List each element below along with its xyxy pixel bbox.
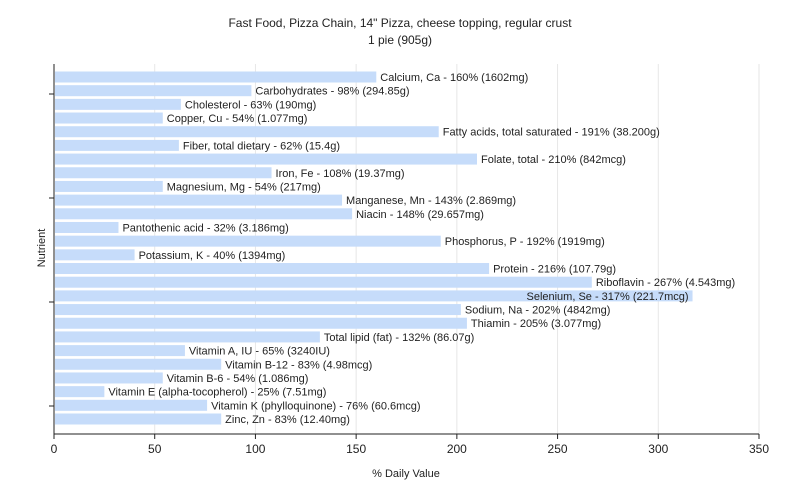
bar-label: Fatty acids, total saturated - 191% (38.… [443,127,660,139]
bar-label: Vitamin B-12 - 83% (4.98mcg) [225,359,372,371]
bar [55,345,185,357]
bar-label: Fiber, total dietary - 62% (15.4g) [183,140,340,152]
bar-label: Total lipid (fat) - 132% (86.07g) [324,332,474,344]
bar [55,399,208,411]
bar [55,290,693,302]
bar [55,167,272,179]
bar-label: Selenium, Se - 317% (221.7mcg) [526,291,688,303]
bar [55,372,163,384]
bar-label: Carbohydrates - 98% (294.85g) [255,86,409,98]
bar-label: Zinc, Zn - 83% (12.40mg) [225,414,350,426]
bar-label: Protein - 216% (107.79g) [493,264,616,276]
x-tick-label: 250 [548,442,568,456]
bar [55,331,320,343]
chart-title: Fast Food, Pizza Chain, 14" Pizza, chees… [228,16,572,30]
bar [55,317,467,329]
bar [55,263,490,275]
bar [55,85,252,97]
bar [55,249,135,261]
bar-label: Vitamin E (alpha-tocopherol) - 25% (7.51… [108,387,326,399]
bar [55,139,179,151]
bar [55,304,461,316]
y-axis-label: Nutrient [36,229,48,268]
x-ticks-group: 0 50 100 150 200 250 300 350 [51,434,769,456]
bar [55,71,377,83]
bar-label: Folate, total - 210% (842mcg) [481,154,626,166]
x-tick-label: 200 [447,442,467,456]
chart-subtitle: 1 pie (905g) [368,33,432,47]
bar [55,235,441,247]
bar-label: Copper, Cu - 54% (1.077mg) [167,113,308,125]
bar-label: Riboflavin - 267% (4.543mg) [596,277,735,289]
bar [55,180,163,192]
bar [55,112,163,124]
bar-label: Pantothenic acid - 32% (3.186mg) [122,222,288,234]
bar [55,153,477,165]
bar-label: Magnesium, Mg - 54% (217mg) [167,181,321,193]
bar-label: Vitamin A, IU - 65% (3240IU) [189,346,330,358]
bar [55,386,105,398]
x-axis-label: % Daily Value [372,468,440,480]
x-tick-label: 300 [648,442,668,456]
bar-label: Niacin - 148% (29.657mg) [356,209,484,221]
bar [55,413,222,425]
x-tick-label: 350 [749,442,769,456]
x-tick-label: 150 [346,442,366,456]
axes-group [49,64,759,435]
bar-label: Sodium, Na - 202% (4842mg) [465,305,611,317]
x-tick-label: 50 [148,442,162,456]
bar [55,276,592,288]
x-tick-label: 100 [245,442,265,456]
bar-label: Calcium, Ca - 160% (1602mg) [380,72,528,84]
bar-label: Cholesterol - 63% (190mg) [185,99,316,111]
bar [55,358,222,370]
bars-group: Calcium, Ca - 160% (1602mg) Carbohydrates… [55,71,735,426]
bar [55,194,343,206]
bar-label: Vitamin B-6 - 54% (1.086mg) [167,373,309,385]
bar-label: Iron, Fe - 108% (19.37mg) [276,168,405,180]
bar [55,221,119,233]
x-tick-label: 0 [51,442,58,456]
grid-lines [154,64,760,434]
bar [55,126,439,138]
bar-label: Manganese, Mn - 143% (2.869mg) [346,195,516,207]
bar-label: Potassium, K - 40% (1394mg) [139,250,286,262]
bar [55,98,181,110]
bar [55,208,353,220]
bar-label: Phosphorus, P - 192% (1919mg) [445,236,605,248]
bar-label: Vitamin K (phylloquinone) - 76% (60.6mcg… [211,400,421,412]
bar-label: Thiamin - 205% (3.077mg) [471,318,601,330]
